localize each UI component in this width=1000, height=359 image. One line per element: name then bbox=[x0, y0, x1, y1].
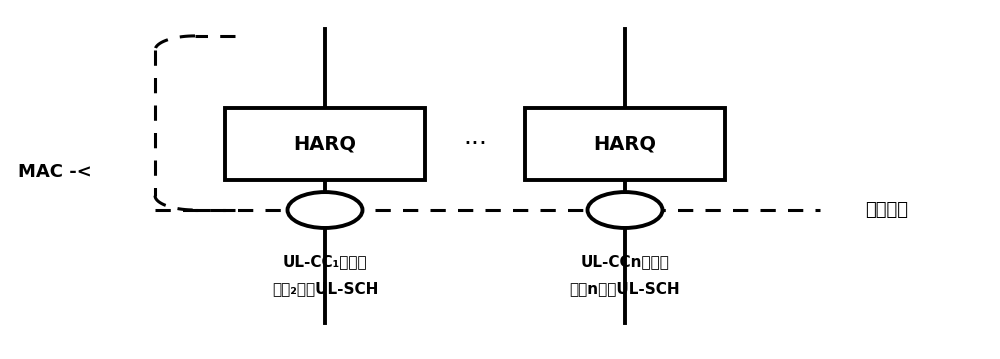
Bar bbox=[225, 108, 425, 180]
Bar bbox=[525, 108, 725, 180]
Text: UL-CCn的服务: UL-CCn的服务 bbox=[581, 255, 669, 270]
Text: 传输信道: 传输信道 bbox=[865, 201, 908, 219]
Text: UL-CC₁的服务: UL-CC₁的服务 bbox=[283, 255, 367, 270]
Text: ···: ··· bbox=[463, 132, 487, 155]
Text: 小区n中的UL-SCH: 小区n中的UL-SCH bbox=[570, 281, 680, 297]
Text: HARQ: HARQ bbox=[294, 134, 356, 153]
Ellipse shape bbox=[588, 192, 662, 228]
Text: MAC -<: MAC -< bbox=[18, 163, 92, 181]
Text: HARQ: HARQ bbox=[594, 134, 656, 153]
Text: 小区₂中的UL-SCH: 小区₂中的UL-SCH bbox=[272, 281, 378, 297]
Ellipse shape bbox=[288, 192, 362, 228]
